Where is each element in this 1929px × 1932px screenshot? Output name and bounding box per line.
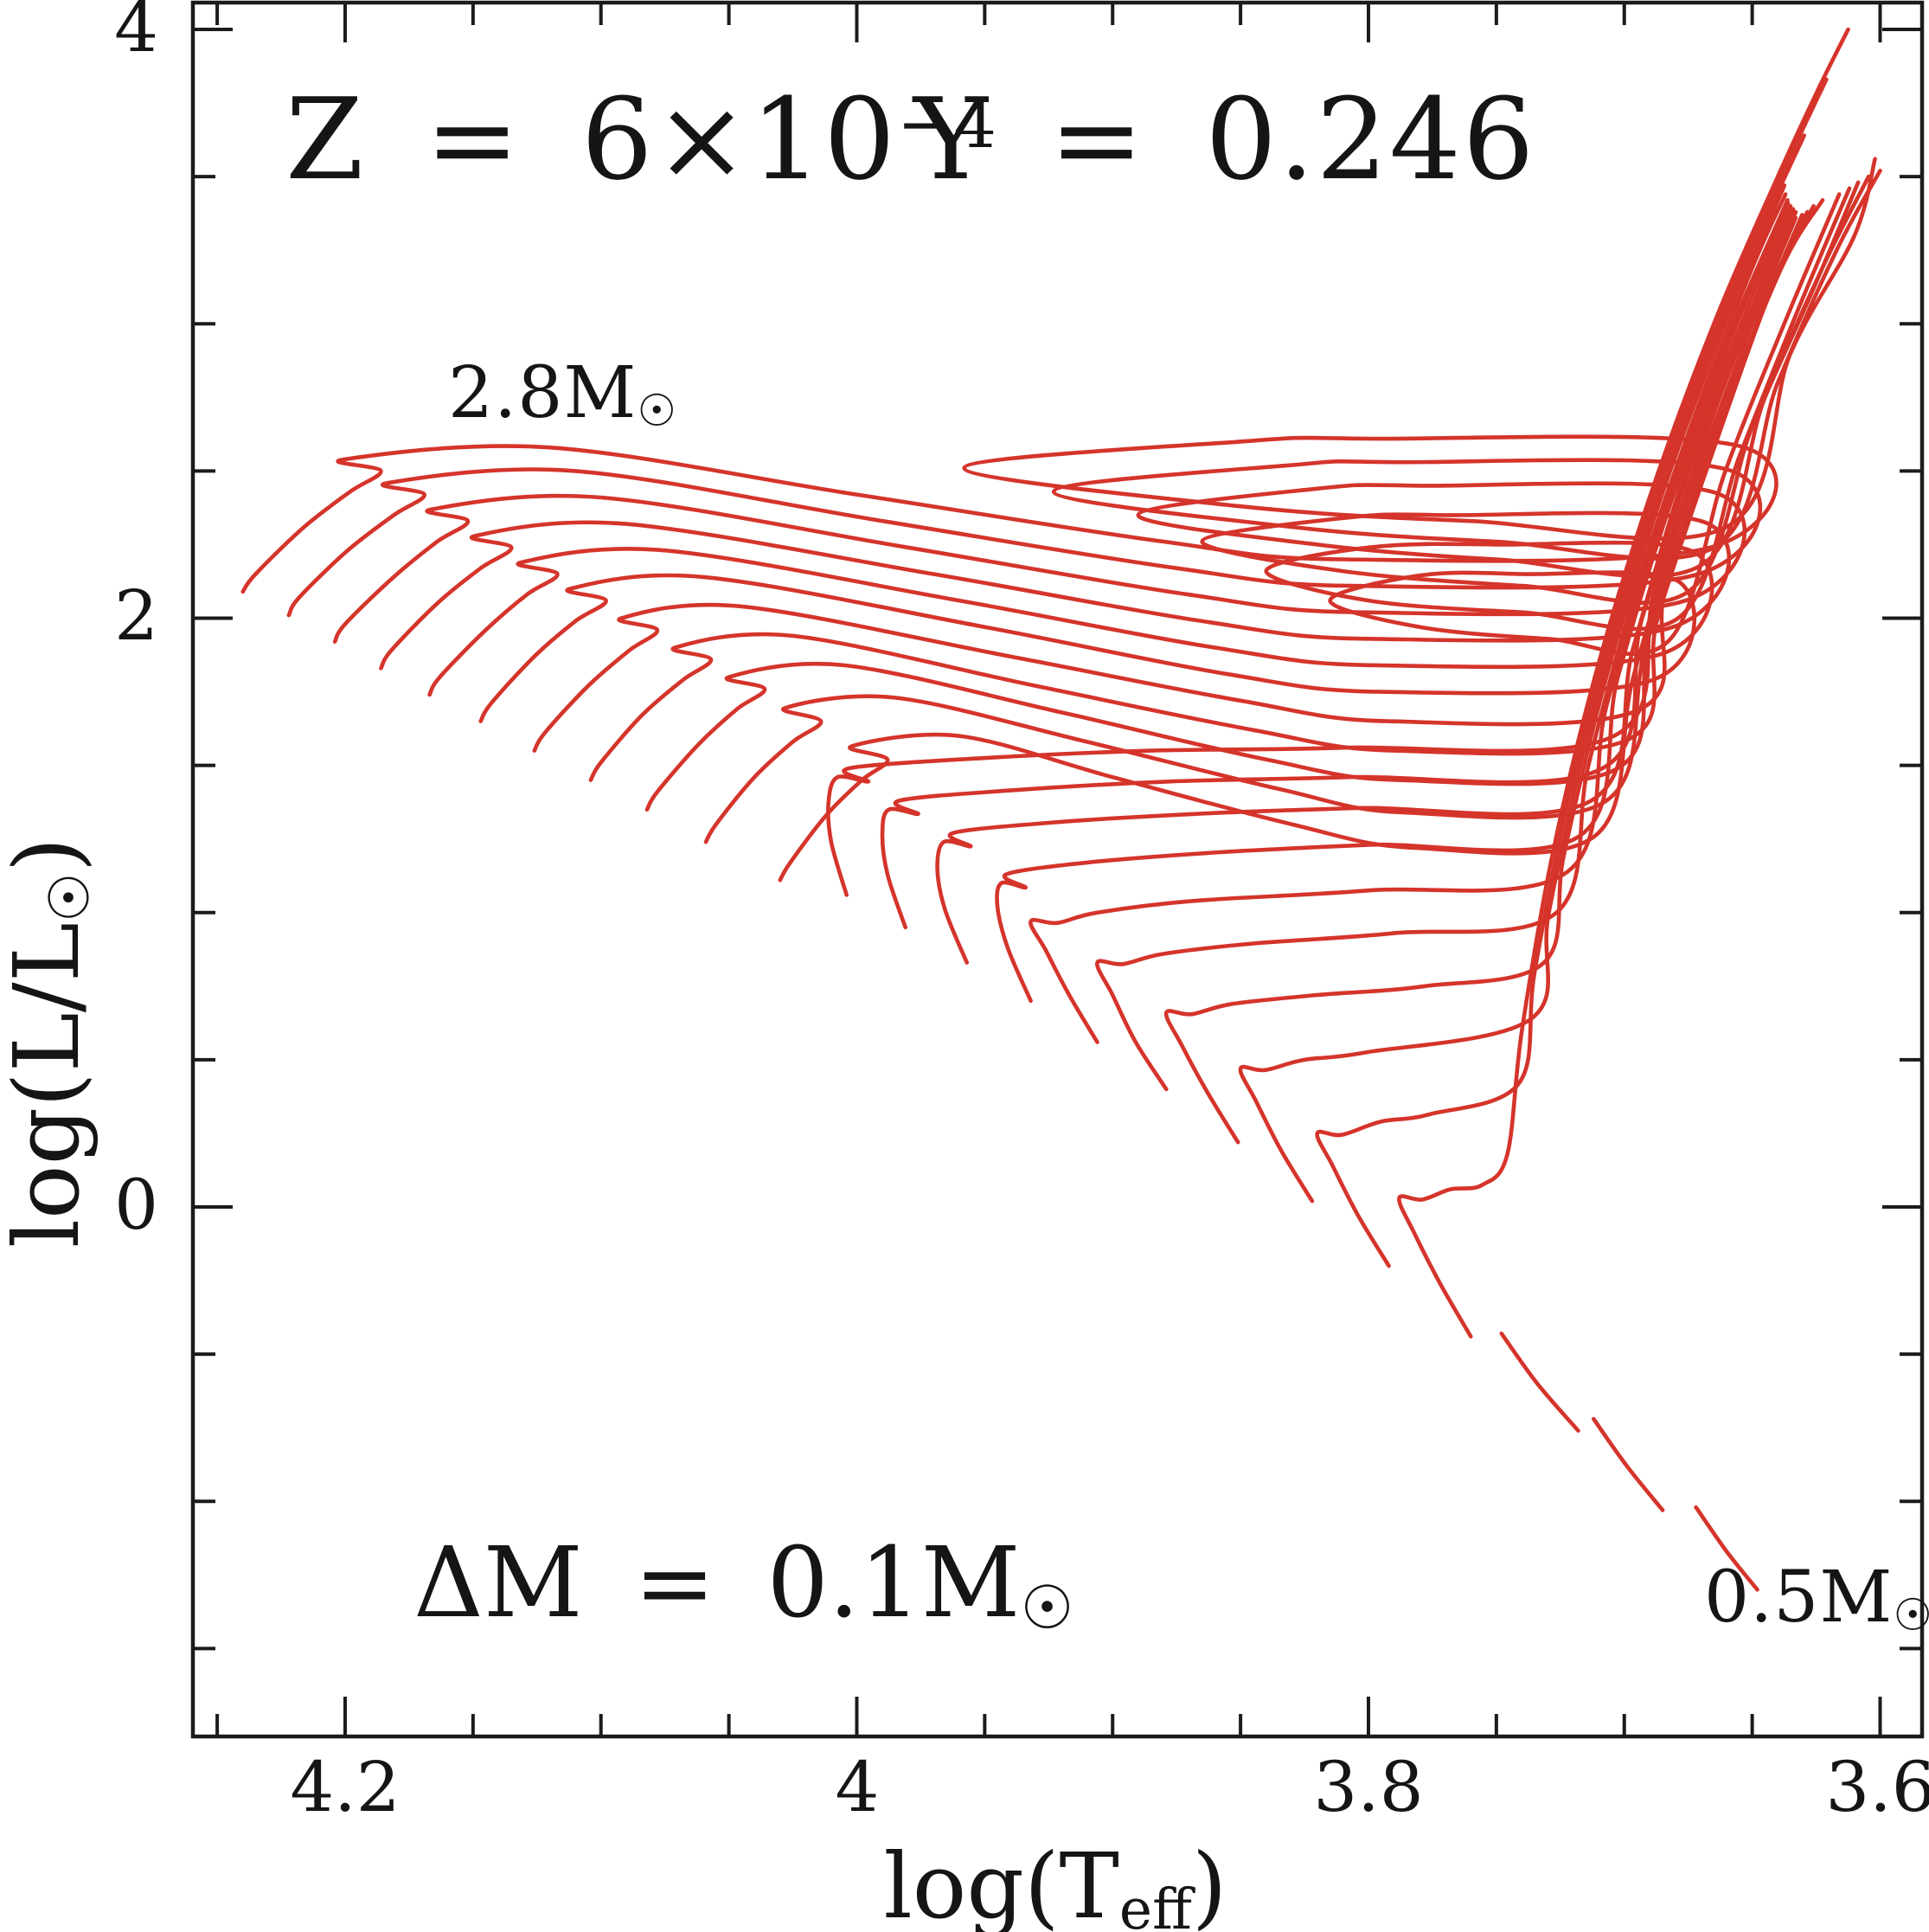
metallicity-label: Z = 6×10−4 bbox=[285, 83, 997, 196]
track-2.5Msun bbox=[379, 180, 1861, 671]
helium-label: Y = 0.246 bbox=[913, 83, 1536, 196]
track-0.7Msun bbox=[1499, 1332, 1580, 1433]
track-0.9Msun bbox=[1315, 77, 1829, 1268]
track-1.8Msun bbox=[778, 215, 1798, 883]
x-tick-label-4.2: 4.2 bbox=[290, 1747, 401, 1827]
track-1.5Msun bbox=[935, 203, 1793, 965]
sun-symbol: ☉ bbox=[1893, 1589, 1929, 1641]
x-title-sub: eff bbox=[1118, 1877, 1192, 1932]
track-1.6Msun bbox=[880, 207, 1796, 930]
x-tick-label-4: 4 bbox=[835, 1747, 880, 1827]
y-tick-label-2: 2 bbox=[114, 575, 158, 656]
mass-label-0.5-text: 0.5M bbox=[1704, 1557, 1894, 1639]
mass-label-0.5: 0.5M☉ bbox=[1704, 1563, 1929, 1638]
sun-symbol: ☉ bbox=[1020, 1573, 1074, 1643]
track-1.3Msun bbox=[1029, 198, 1790, 1044]
mass-step-text: ΔM = 0.1M bbox=[413, 1527, 1021, 1640]
track-1.1Msun bbox=[1163, 183, 1787, 1145]
y-tick-label-4: 4 bbox=[114, 0, 158, 67]
y-title-close: ) bbox=[0, 837, 99, 873]
track-2.4Msun bbox=[427, 186, 1852, 697]
y-tick-label-0: 0 bbox=[114, 1165, 158, 1245]
y-title-base: log(L/L bbox=[0, 922, 99, 1248]
sun-symbol: ☉ bbox=[37, 872, 103, 923]
track-1.7Msun bbox=[826, 209, 1798, 897]
metallicity-exponent: −4 bbox=[896, 86, 997, 164]
sun-symbol: ☉ bbox=[637, 385, 677, 437]
x-tick-label-3.6: 3.6 bbox=[1825, 1747, 1929, 1827]
track-0.5Msun bbox=[1694, 1505, 1759, 1592]
x-axis-title: log(Teff) bbox=[848, 1841, 1263, 1932]
plot-border bbox=[190, 0, 1925, 1739]
x-title-base: log(T bbox=[883, 1833, 1119, 1932]
track-1.2Msun bbox=[1095, 192, 1788, 1092]
track-2.8Msun bbox=[240, 157, 1877, 594]
track-1.0Msun bbox=[1238, 133, 1806, 1203]
metallicity-base: Z = 6×10 bbox=[285, 74, 897, 205]
x-title-close: ) bbox=[1191, 1833, 1227, 1932]
mass-label-2.8-text: 2.8M bbox=[448, 352, 638, 434]
track-2.1Msun bbox=[588, 203, 1816, 782]
x-tick-label-3.8: 3.8 bbox=[1313, 1747, 1424, 1827]
track-2.3Msun bbox=[478, 192, 1842, 723]
mass-label-2.8: 2.8M☉ bbox=[448, 358, 677, 433]
mass-step-label: ΔM = 0.1M☉ bbox=[413, 1535, 1074, 1639]
helium-value: Y = 0.246 bbox=[913, 74, 1536, 205]
track-0.6Msun bbox=[1592, 1416, 1665, 1512]
y-axis-title: log(L/L☉) bbox=[0, 837, 103, 1248]
